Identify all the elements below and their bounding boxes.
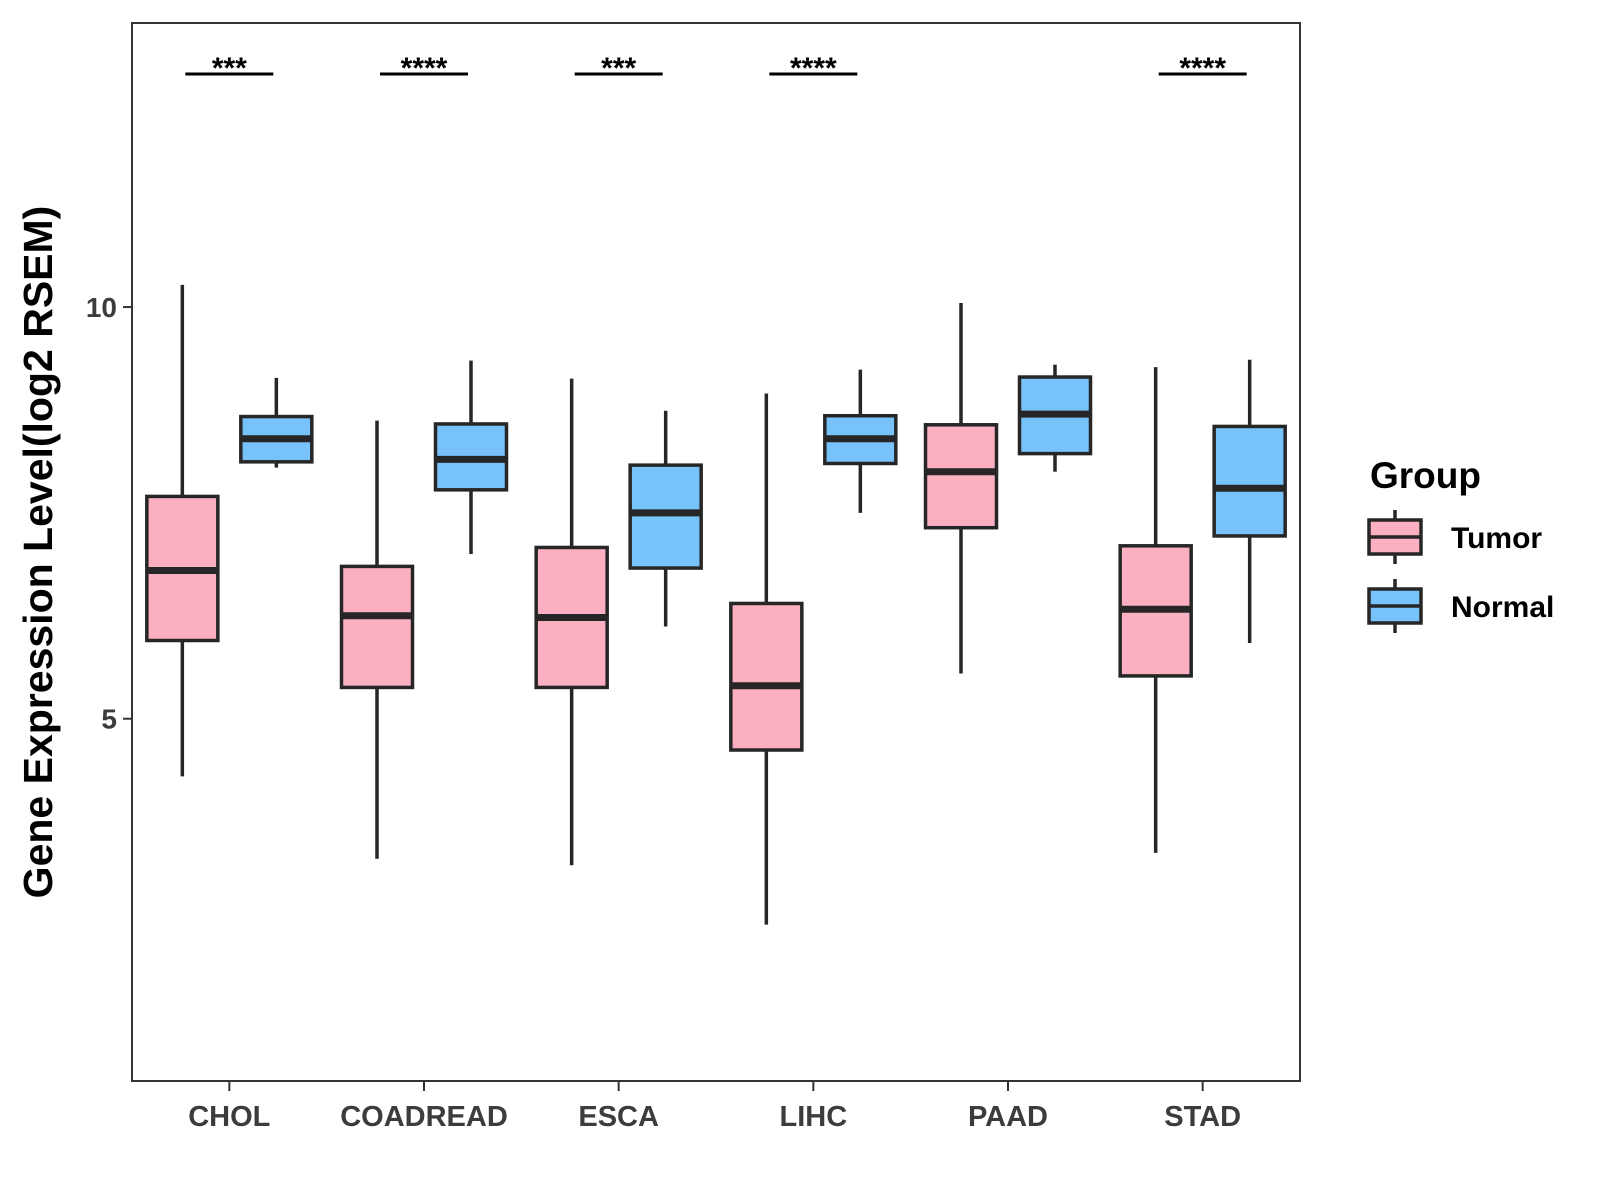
x-tick-label: PAAD — [968, 1101, 1048, 1133]
tumor-lihc-box — [729, 601, 804, 752]
x-tick-label: STAD — [1164, 1101, 1241, 1133]
x-tick-label: CHOL — [188, 1101, 270, 1133]
y-tick-label: 10 — [86, 292, 117, 323]
significance-label: *** — [601, 52, 636, 85]
significance-annotations: *** **** *** **** **** — [185, 52, 1247, 85]
y-axis-label: Gene Expression Level(log2 RSEM) — [15, 206, 61, 899]
y-axis: 5 10 — [86, 292, 132, 735]
tumor-coadread-box — [339, 564, 415, 690]
significance-label: **** — [1179, 52, 1226, 85]
panel-border — [131, 22, 1301, 1082]
x-axis: CHOL COADREAD ESCA LIHC PAAD STAD — [188, 1081, 1241, 1133]
x-tick-label: ESCA — [578, 1101, 659, 1133]
significance-label: *** — [212, 52, 247, 85]
significance-label: **** — [401, 52, 448, 85]
normal-esca-box — [628, 463, 703, 570]
legend-label-normal: Normal — [1451, 591, 1554, 624]
y-tick-label: 5 — [101, 704, 117, 735]
significance-label: **** — [790, 52, 837, 85]
normal-stad-box — [1212, 424, 1287, 538]
plot-panel — [131, 22, 1301, 1082]
legend-label-tumor: Tumor — [1451, 522, 1542, 555]
x-tick-label: LIHC — [779, 1101, 847, 1133]
legend-title: Group — [1370, 455, 1481, 496]
x-tick-label: COADREAD — [340, 1101, 508, 1133]
legend: Group Tumor Normal — [1367, 455, 1554, 633]
boxplots — [145, 284, 1287, 925]
tumor-paad-box — [923, 423, 999, 530]
